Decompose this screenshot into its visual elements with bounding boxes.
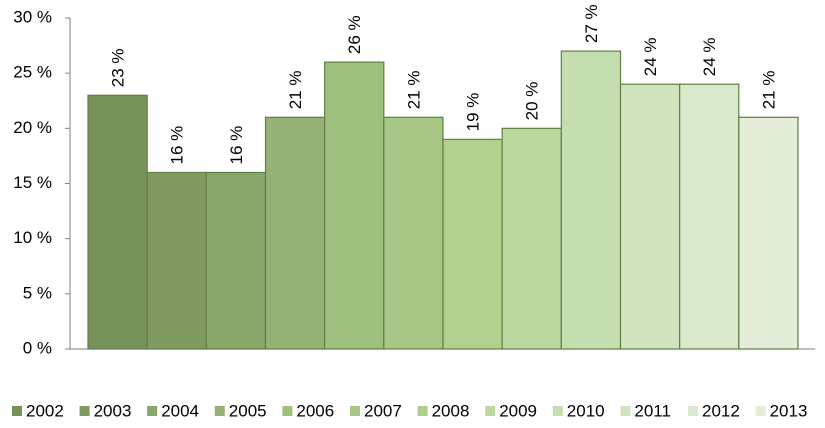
value-label: 16 % [227,126,246,165]
bar [501,127,562,350]
value-label: 21 % [286,71,305,110]
value-label: 20 % [523,82,542,121]
legend-label: 2005 [229,401,267,420]
value-label: 27 % [582,4,601,43]
legend-label: 2003 [94,401,132,420]
legend-label: 2011 [634,401,671,420]
legend-label: 2007 [364,401,402,420]
bar [619,83,681,350]
y-tick-label: 30 % [13,7,52,26]
legend-swatch [214,406,225,416]
legend-label: 2013 [770,401,808,420]
bar [679,83,740,350]
bar [87,94,148,350]
bar [560,50,622,350]
value-label: 19 % [464,93,483,132]
legend-swatch [620,406,631,416]
y-tick-label: 5 % [23,283,52,302]
value-label: 26 % [345,15,364,54]
legend-swatch [147,406,158,416]
legend-label: 2012 [702,401,740,420]
y-tick-label: 20 % [13,118,52,137]
y-tick-label: 15 % [13,173,52,192]
legend-swatch [79,406,90,416]
bar [264,116,326,350]
legend-swatch [417,406,428,416]
value-label: 21 % [404,71,423,110]
bar [442,138,503,350]
value-label: 23 % [109,48,128,87]
bar [324,61,385,350]
legend-swatch [350,406,360,416]
value-label: 21 % [759,71,778,110]
legend-label: 2010 [567,401,605,420]
legend-swatch [755,406,766,416]
value-label: 24 % [641,37,660,76]
y-tick-label: 0 % [23,338,52,357]
legend-swatch [688,406,698,416]
legend-label: 2004 [161,401,199,420]
y-tick-label: 10 % [13,228,52,247]
legend-swatch [282,406,293,416]
legend-label: 2002 [26,401,64,420]
legend-swatch [12,406,22,416]
bar [738,116,799,350]
legend-label: 2006 [296,401,334,420]
legend-label: 2008 [432,401,470,420]
value-label: 24 % [700,37,719,76]
legend-swatch [552,406,563,416]
bar [383,116,444,350]
y-tick-label: 25 % [13,63,52,82]
legend-label: 2009 [499,401,537,420]
value-label: 16 % [168,126,187,165]
legend-swatch [485,406,496,416]
bar [146,171,207,350]
bar [205,171,267,350]
